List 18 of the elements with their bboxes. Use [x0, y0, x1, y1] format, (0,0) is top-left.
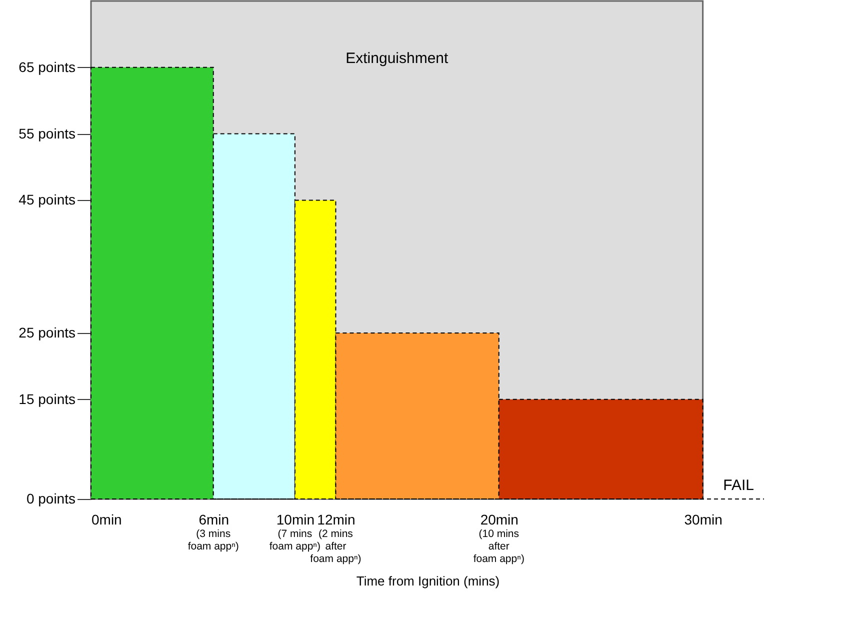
x-tick-label: 30min [684, 512, 722, 528]
text: (7 mins foam appⁿ) [269, 528, 320, 552]
x-tick-label: 20min [480, 512, 518, 528]
text: (3 mins foam appⁿ) [188, 528, 239, 552]
text: (10 mins after foam appⁿ) [473, 528, 524, 565]
y-tick-label: 45 points [18, 192, 76, 208]
y-tick-label: 55 points [18, 125, 76, 142]
x-tick-label: 12min [317, 512, 356, 528]
y-tick-label: 25 points [18, 324, 76, 340]
x-axis-title: Time from Ignition (mins) [356, 574, 500, 588]
y-tick-label: 65 points [18, 58, 76, 75]
x-tick-label: 10min [276, 512, 315, 528]
ref-line-label: FAIL [723, 477, 754, 494]
x-tick-label: 6min [198, 512, 230, 528]
x-tick-label: 0min [92, 512, 122, 528]
band-label: Extinguishment [346, 50, 450, 67]
y-tick-label: 0 points [26, 490, 76, 506]
y-tick-label: 15 points [18, 390, 76, 407]
